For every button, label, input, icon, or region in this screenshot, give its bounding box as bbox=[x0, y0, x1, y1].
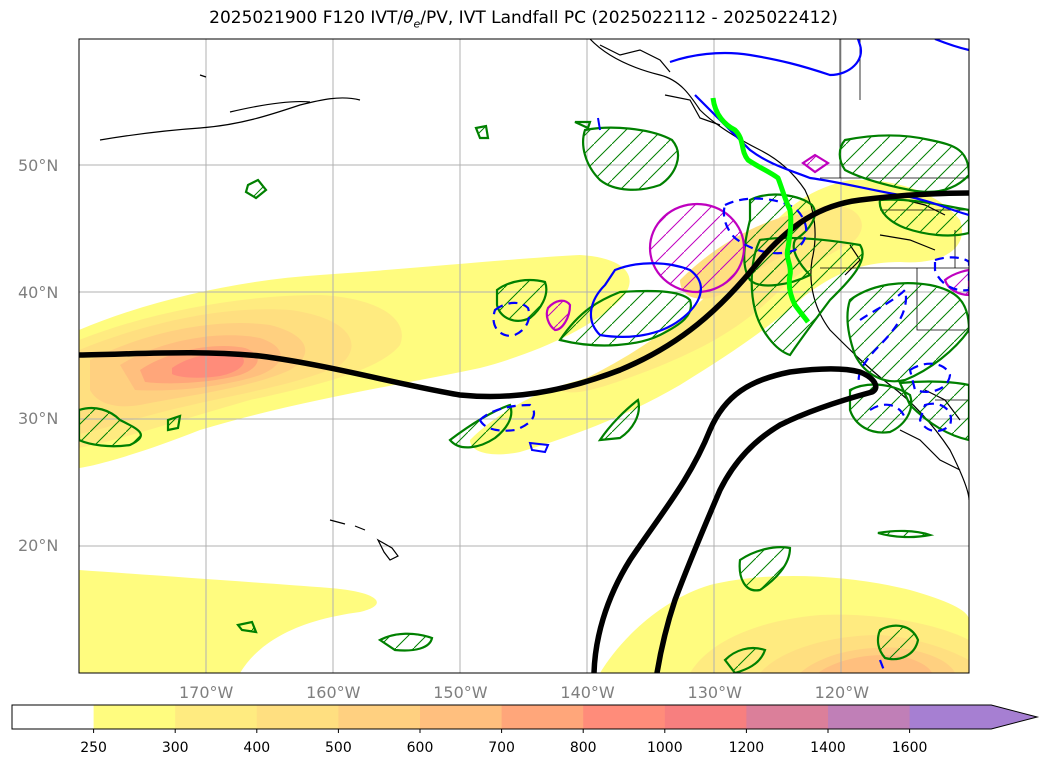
theta-symbol: θ bbox=[403, 8, 414, 28]
colorbar-label-1600: 1600 bbox=[891, 740, 928, 756]
colorbar-segment-600 bbox=[420, 705, 503, 729]
blue-contour-tick bbox=[597, 117, 601, 131]
colorbar-segment-250 bbox=[93, 705, 176, 729]
colorbar-label-500: 500 bbox=[325, 740, 352, 756]
theta-e-positive-contours bbox=[589, 39, 969, 338]
magenta-contours bbox=[545, 153, 969, 332]
colorbar-label-1400: 1400 bbox=[810, 740, 846, 756]
lat-label-30: 30°N bbox=[18, 409, 59, 429]
colorbar-segment-800 bbox=[583, 705, 666, 729]
lat-label-20: 20°N bbox=[18, 536, 59, 556]
lon-label-170: 170°W bbox=[178, 683, 234, 702]
lon-label-120: 120°W bbox=[814, 683, 870, 702]
colorbar bbox=[11, 704, 1040, 733]
colorbar-segment-300 bbox=[175, 705, 258, 729]
lat-label-50: 50°N bbox=[18, 155, 59, 175]
colorbar-label-700: 700 bbox=[488, 740, 515, 756]
colorbar-segment-below bbox=[12, 705, 94, 729]
ivt-contour-800-west bbox=[172, 353, 244, 378]
colorbar-segment-700 bbox=[501, 705, 584, 729]
colorbar-segment-1400 bbox=[828, 705, 911, 729]
map-title: 2025021900 F120 IVT/θe/PV, IVT Landfall … bbox=[209, 8, 838, 31]
ivt-landfall-line bbox=[710, 97, 810, 324]
colorbar-label-1000: 1000 bbox=[646, 740, 683, 756]
colorbar-segment-400 bbox=[256, 705, 339, 729]
colorbar-segment-500 bbox=[338, 705, 421, 729]
lon-label-130: 130°W bbox=[687, 683, 742, 702]
colorbar-label-300: 300 bbox=[161, 740, 189, 756]
colorbar-segment-1000 bbox=[664, 705, 747, 729]
pv-contours bbox=[79, 190, 969, 673]
colorbar-extend-arrow bbox=[909, 705, 1038, 729]
theta-e-negative-contours bbox=[478, 197, 969, 673]
ivt-contour-600-se bbox=[818, 654, 932, 673]
colorbar-label-250: 250 bbox=[80, 740, 107, 756]
ivt-contour-250-south bbox=[79, 570, 377, 673]
blue-contour-small bbox=[528, 441, 550, 454]
colorbar-label-1200: 1200 bbox=[728, 740, 765, 756]
colorbar-label-400: 400 bbox=[243, 740, 271, 756]
lon-label-160: 160°W bbox=[306, 683, 361, 702]
lon-label-150: 150°W bbox=[433, 683, 488, 702]
lon-label-140: 140°W bbox=[560, 683, 615, 702]
theta-subscript: e bbox=[413, 17, 421, 31]
colorbar-segment-1200 bbox=[746, 705, 829, 729]
colorbar-outline bbox=[11, 704, 1040, 730]
colorbar-label-800: 800 bbox=[569, 740, 597, 756]
colorbar-label-600: 600 bbox=[406, 740, 434, 756]
lat-label-40: 40°N bbox=[18, 282, 59, 302]
plot-frame bbox=[78, 38, 970, 674]
overlays bbox=[79, 39, 969, 673]
